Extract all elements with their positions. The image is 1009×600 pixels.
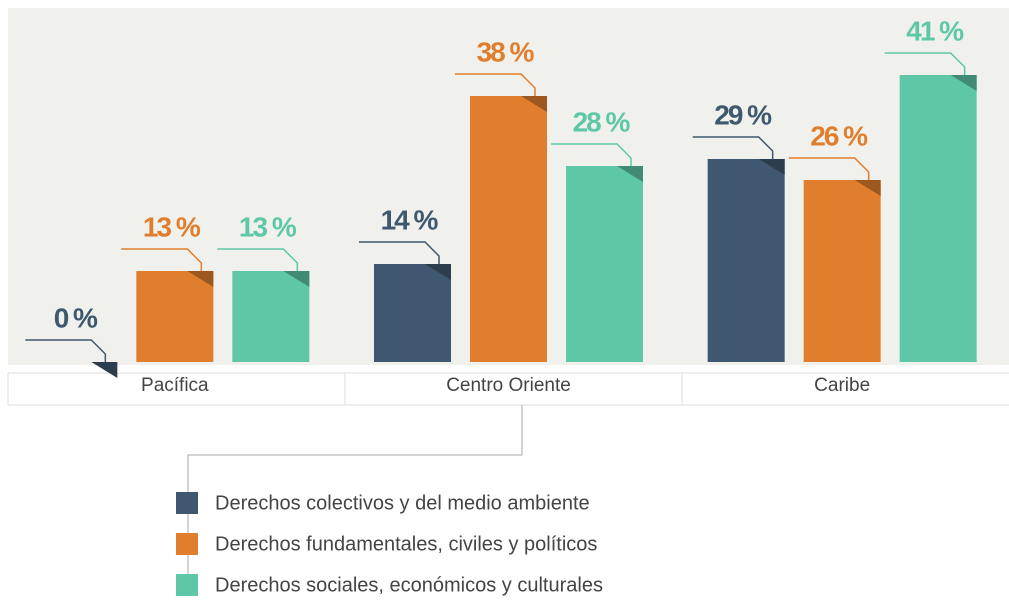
legend-connector xyxy=(187,405,523,590)
label-pointer xyxy=(25,339,107,362)
bar xyxy=(899,75,977,362)
bar xyxy=(136,271,214,362)
label-pointer xyxy=(692,136,774,159)
value-label: 0 % xyxy=(54,302,98,333)
bar-shadow xyxy=(950,75,977,91)
legend-swatch xyxy=(176,492,198,514)
bar xyxy=(232,271,310,362)
value-label: 38 % xyxy=(477,36,535,67)
value-label: 28 % xyxy=(573,106,631,137)
legend-label: Derechos fundamentales, civiles y políti… xyxy=(215,533,597,555)
label-pointer xyxy=(359,241,440,264)
bar-shadow xyxy=(425,264,451,280)
label-pointer xyxy=(455,73,536,96)
bar-shadow xyxy=(91,362,118,378)
value-label: 14 % xyxy=(381,204,439,235)
bar xyxy=(374,264,451,362)
bar-shadow xyxy=(187,271,214,287)
label-pointer xyxy=(884,52,966,75)
label-pointer xyxy=(551,143,632,166)
legend-swatch xyxy=(176,533,198,555)
value-label: 13 % xyxy=(239,211,297,242)
bar xyxy=(470,96,547,362)
value-label: 41 % xyxy=(906,15,964,46)
bar-shadow xyxy=(617,166,643,182)
legend-label: Derechos colectivos y del medio ambiente xyxy=(215,492,590,514)
x-tick-label: Centro Oriente xyxy=(446,375,571,396)
label-pointer xyxy=(788,157,870,180)
x-tick-label: Caribe xyxy=(814,375,870,396)
bar-shadow xyxy=(854,180,881,196)
value-label: 26 % xyxy=(810,120,868,151)
x-tick-label: Pacífica xyxy=(141,375,209,396)
value-label: 13 % xyxy=(143,211,201,242)
value-label: 29 % xyxy=(714,99,772,130)
legend-swatch xyxy=(176,574,198,596)
label-pointer xyxy=(121,248,203,271)
bar-shadow xyxy=(758,159,785,175)
bar xyxy=(707,159,785,362)
bar-shadow xyxy=(521,96,547,112)
legend-label: Derechos sociales, económicos y cultural… xyxy=(215,574,603,596)
bar-shadow xyxy=(283,271,310,287)
bar xyxy=(803,180,881,362)
bar xyxy=(566,166,643,362)
label-pointer xyxy=(217,248,299,271)
